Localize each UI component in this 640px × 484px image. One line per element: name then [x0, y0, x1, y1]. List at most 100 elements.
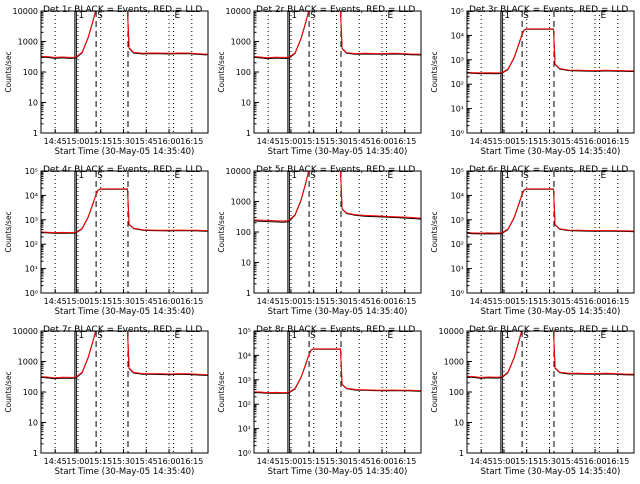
x-axis-label: Start Time (30-May-05 14:35:40): [481, 467, 621, 477]
series-lld-line: [41, 331, 208, 379]
x-tick-label: 15:45: [348, 297, 371, 306]
x-tick-label: 16:00: [370, 457, 393, 466]
marker-label: S: [523, 11, 529, 21]
y-axis-label: Counts/sec: [4, 211, 13, 252]
x-tick-label: 15:00: [492, 297, 515, 306]
x-axis-label: Start Time (30-May-05 14:35:40): [268, 147, 408, 157]
x-tick-label: 15:00: [66, 457, 89, 466]
marker-label: E: [175, 11, 181, 21]
y-tick-label: 10²: [25, 240, 38, 249]
plot-frame: [40, 330, 209, 454]
x-tick-label: 15:45: [348, 457, 371, 466]
series-events-line: [254, 11, 421, 60]
x-tick-label: 15:30: [538, 457, 561, 466]
x-axis-label: Start Time (30-May-05 14:35:40): [481, 307, 621, 317]
marker-label: E: [601, 171, 607, 181]
x-axis-label: Start Time (30-May-05 14:35:40): [268, 307, 408, 317]
plot-frame: [466, 170, 635, 294]
panel-title: Det 7r BLACK = Events, RED = LLD: [43, 325, 202, 335]
x-tick-label: 15:45: [561, 457, 584, 466]
y-axis-label: Counts/sec: [217, 211, 226, 252]
marker-label: 1: [291, 171, 297, 181]
y-tick-label: 10¹: [451, 105, 464, 114]
y-tick-label: 10³: [238, 376, 251, 385]
x-tick-label: 16:15: [393, 457, 416, 466]
x-tick-label: 16:15: [393, 137, 416, 146]
x-tick-label: 15:45: [135, 297, 158, 306]
x-tick-label: 15:45: [561, 137, 584, 146]
x-axis-label: Start Time (30-May-05 14:35:40): [55, 467, 195, 477]
y-tick-label: 1000: [18, 38, 38, 47]
series-events-line: [467, 188, 634, 235]
x-tick-label: 15:00: [279, 137, 302, 146]
y-tick-label: 100: [236, 228, 251, 237]
x-tick-label: 15:30: [538, 297, 561, 306]
x-tick-label: 16:00: [583, 137, 606, 146]
panel-det-4r: 1 S E 10⁰ 10¹ 10² 10³ 10⁴ 10⁵ 14:45 15:00 15:15 15:3…: [4, 165, 209, 317]
x-tick-label: 16:15: [606, 297, 629, 306]
panel-det-3r: 1 S E 10⁰ 10¹ 10² 10³ 10⁴ 10⁵ 14:45 15:00 15:15 15:3…: [430, 5, 635, 157]
x-tick-label: 15:00: [66, 137, 89, 146]
series-events-line: [41, 331, 208, 380]
x-tick-label: 15:00: [279, 297, 302, 306]
x-tick-label: 16:15: [393, 297, 416, 306]
x-tick-label: 15:30: [112, 137, 135, 146]
x-axis-label: Start Time (30-May-05 14:35:40): [481, 147, 621, 157]
y-axis-label: Counts/sec: [430, 371, 439, 412]
y-tick-label: 100: [23, 68, 38, 77]
marker-label: E: [388, 331, 394, 341]
series-lld-line: [254, 348, 421, 394]
marker-label: 1: [291, 11, 297, 21]
y-tick-label: 10³: [451, 56, 464, 65]
panel-det-8r: 1 S E 10⁰ 10¹ 10² 10³ 10⁴ 10⁵ 14:45 15:00 15:15 15:3…: [217, 325, 422, 477]
series-lld-line: [467, 331, 634, 378]
x-tick-label: 15:30: [325, 297, 348, 306]
y-tick-label: 10²: [451, 80, 464, 89]
series-events-line: [254, 171, 421, 223]
panel-title: Det 4r BLACK = Events, RED = LLD: [43, 165, 202, 175]
marker-label: S: [97, 331, 103, 341]
y-tick-label: 10¹: [25, 265, 38, 274]
marker-label: E: [388, 171, 394, 181]
x-tick-label: 15:30: [112, 457, 135, 466]
y-axis-label: Counts/sec: [217, 51, 226, 92]
y-tick-label: 10⁵: [238, 327, 251, 336]
x-tick-label: 16:15: [180, 297, 203, 306]
y-tick-label: 10⁰: [25, 289, 38, 298]
y-tick-label: 10: [28, 419, 38, 428]
x-tick-label: 15:45: [135, 457, 158, 466]
x-tick-label: 16:00: [583, 457, 606, 466]
marker-label: S: [97, 171, 103, 181]
x-tick-label: 14:45: [44, 297, 67, 306]
x-tick-label: 15:30: [538, 137, 561, 146]
y-tick-label: 10⁵: [25, 167, 38, 176]
x-tick-label: 15:15: [302, 297, 325, 306]
marker-label: 1: [504, 11, 510, 21]
plot-frame: [253, 330, 422, 454]
panel-det-6r: 1 S E 10⁰ 10¹ 10² 10³ 10⁴ 10⁵ 14:45 15:00 15:15 15:3…: [430, 165, 635, 317]
plot-frame: [466, 10, 635, 134]
series-events-line: [467, 28, 634, 75]
x-tick-label: 15:15: [515, 137, 538, 146]
y-tick-label: 1: [33, 449, 38, 458]
series-lld-line: [467, 28, 634, 74]
plot-frame: [40, 10, 209, 134]
x-tick-label: 15:00: [66, 297, 89, 306]
x-tick-label: 15:15: [515, 457, 538, 466]
x-tick-label: 15:45: [135, 137, 158, 146]
y-tick-label: 1000: [444, 358, 464, 367]
y-tick-label: 100: [449, 388, 464, 397]
panel-det-1r: 1 S E 1 10 100 1000 10000 14:45 15:00 15:15 15:30 15…: [4, 5, 209, 157]
y-tick-label: 10⁵: [451, 7, 464, 16]
x-tick-label: 14:45: [257, 137, 280, 146]
plot-frame: [466, 330, 635, 454]
panel-det-7r: 1 S E 1 10 100 1000 10000 14:45 15:00 15:15 15:30 15…: [4, 325, 209, 477]
x-tick-label: 15:15: [89, 297, 112, 306]
x-tick-label: 14:45: [257, 457, 280, 466]
y-tick-label: 10¹: [451, 265, 464, 274]
x-tick-label: 14:45: [257, 297, 280, 306]
x-tick-label: 16:00: [157, 137, 180, 146]
x-tick-label: 14:45: [44, 457, 67, 466]
panel-title: Det 5r BLACK = Events, RED = LLD: [256, 165, 415, 175]
